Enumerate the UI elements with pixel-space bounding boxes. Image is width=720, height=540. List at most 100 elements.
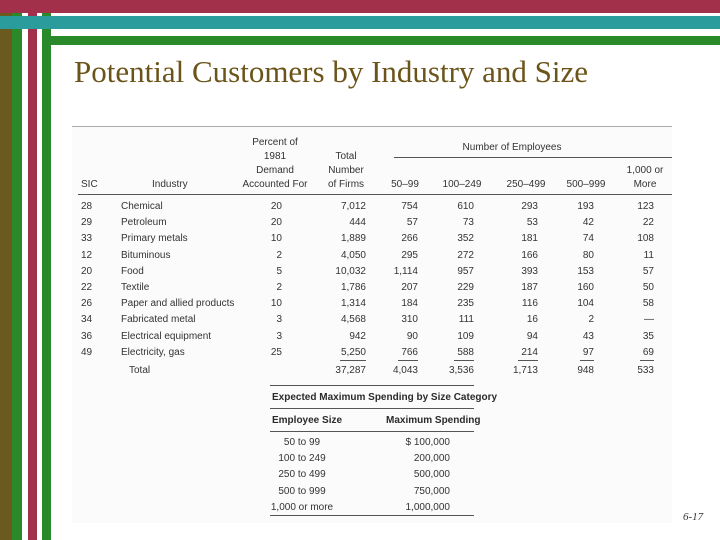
- header-col-100: 100–249: [442, 179, 482, 190]
- total-firms: 37,287: [335, 365, 366, 376]
- cell-c1: 310: [401, 314, 418, 326]
- cell-sic: 22: [81, 282, 93, 293]
- cell-sic: 29: [81, 217, 93, 229]
- cell-percent: 25: [270, 346, 282, 358]
- header-percent-line: 1981: [263, 151, 287, 162]
- header-employees-group: Number of Employees: [462, 142, 562, 153]
- cell-c5: 123: [637, 201, 654, 212]
- cell-c5: 22: [642, 217, 654, 229]
- cell-c4: 153: [577, 265, 594, 277]
- cell-industry: Food: [121, 265, 144, 277]
- cell-sic: 26: [81, 298, 93, 310]
- cell-sic: 12: [81, 249, 93, 261]
- cell-sic: 36: [81, 330, 93, 342]
- cell-percent: 5: [276, 265, 282, 277]
- total-c4: 948: [577, 365, 594, 376]
- cell-c1: 184: [401, 298, 418, 310]
- cell-c3: 293: [521, 201, 538, 212]
- max-spending: 750,000: [413, 485, 450, 497]
- cell-industry: Electricity, gas: [121, 346, 185, 358]
- cell-c1: 266: [401, 233, 418, 245]
- cell-c4: 43: [582, 330, 594, 342]
- employee-size: 1,000 or more: [270, 501, 334, 513]
- cell-percent: 10: [270, 298, 282, 310]
- cell-c3: 94: [526, 330, 538, 342]
- cell-c2: 229: [457, 282, 474, 293]
- table2-title-rule: [270, 408, 474, 409]
- cell-c2: 957: [457, 265, 474, 277]
- cell-c4: 104: [577, 298, 594, 310]
- employee-size: 100 to 249: [278, 453, 326, 465]
- cell-c1: 295: [401, 249, 418, 261]
- header-rule: [78, 194, 672, 195]
- cell-c3: 214: [521, 346, 538, 358]
- group-rule: [394, 157, 672, 158]
- total-underline: [640, 360, 654, 361]
- cell-industry: Petroleum: [121, 217, 167, 229]
- cell-c2: 272: [457, 249, 474, 261]
- max-spending: 200,000: [413, 453, 450, 465]
- table2-col-size: Employee Size: [272, 415, 343, 426]
- cell-total: 4,050: [340, 249, 366, 261]
- cell-industry: Primary metals: [121, 233, 188, 245]
- table2-bottom-rule: [270, 515, 474, 516]
- top-teal-bar: [0, 16, 720, 29]
- cell-c4: 42: [582, 217, 594, 229]
- cell-c1: 1,114: [393, 265, 418, 277]
- max-spending: 500,000: [413, 469, 450, 481]
- cell-industry: Paper and allied products: [121, 298, 235, 310]
- employee-size: 250 to 499: [278, 469, 326, 481]
- header-percent-line: Accounted For: [242, 179, 308, 190]
- max-spending: $ 100,000: [405, 437, 451, 448]
- cell-c3: 393: [521, 265, 538, 277]
- cell-c3: 53: [526, 217, 538, 229]
- total-c3: 1,713: [512, 365, 538, 376]
- header-total-line: Total: [335, 151, 357, 162]
- cell-c2: 588: [457, 346, 474, 358]
- slide-number: 6-17: [683, 511, 704, 523]
- header-percent-line: Percent of: [252, 137, 298, 148]
- cell-c1: 754: [401, 201, 418, 212]
- max-spending: 1,000,000: [405, 501, 451, 513]
- cell-c3: 16: [526, 314, 538, 326]
- cell-percent: 2: [276, 282, 282, 293]
- cell-percent: 10: [270, 233, 282, 245]
- left-maroon-bar: [28, 0, 37, 540]
- cell-total: 1,786: [340, 282, 366, 293]
- cell-c2: 610: [457, 201, 474, 212]
- total-underline: [454, 360, 474, 361]
- cell-industry: Chemical: [121, 201, 163, 212]
- header-total-line: of Firms: [327, 179, 365, 190]
- cell-c4: 160: [577, 282, 594, 293]
- cell-total: 942: [349, 330, 366, 342]
- cell-percent: 3: [276, 330, 282, 342]
- cell-c2: 73: [462, 217, 474, 229]
- cell-c5: 108: [637, 233, 654, 245]
- total-c1: 4,043: [392, 365, 418, 376]
- header-col-1000-line: 1,000 or: [626, 165, 664, 176]
- cell-percent: 20: [270, 201, 282, 212]
- table2-col-spend: Maximum Spending: [386, 415, 481, 426]
- cell-c5: 58: [642, 298, 654, 310]
- cell-c3: 187: [521, 282, 538, 293]
- header-col-1000-line: More: [633, 179, 657, 190]
- cell-c2: 352: [457, 233, 474, 245]
- total-underline: [518, 360, 538, 361]
- top-maroon-bar: [0, 0, 720, 13]
- table2-header-rule: [270, 431, 474, 432]
- cell-c5: 50: [642, 282, 654, 293]
- cell-c2: 109: [457, 330, 474, 342]
- cell-industry: Textile: [121, 282, 150, 293]
- top-green-bar: [51, 36, 720, 45]
- cell-c4: 2: [588, 314, 594, 326]
- cell-sic: 28: [81, 201, 93, 212]
- cell-c5: 69: [642, 346, 654, 358]
- total-c5: 533: [637, 365, 654, 376]
- cell-c1: 90: [406, 330, 418, 342]
- employee-size: 50 to 99: [283, 437, 321, 448]
- cell-total: 10,032: [335, 265, 366, 277]
- header-col-250: 250–499: [506, 179, 546, 190]
- header-percent-line: Demand: [256, 165, 294, 176]
- cell-c2: 235: [457, 298, 474, 310]
- employee-size: 500 to 999: [278, 485, 326, 497]
